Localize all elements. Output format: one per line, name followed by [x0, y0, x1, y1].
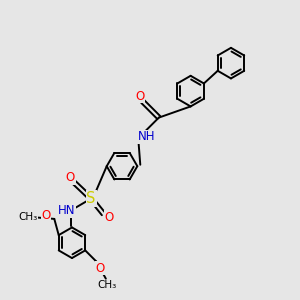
Text: O: O — [41, 209, 51, 222]
Text: S: S — [86, 191, 96, 206]
Text: O: O — [135, 90, 144, 103]
Text: O: O — [105, 211, 114, 224]
Text: NH: NH — [138, 130, 155, 143]
Text: O: O — [66, 172, 75, 184]
Text: CH₃: CH₃ — [19, 212, 38, 222]
Text: HN: HN — [58, 205, 76, 218]
Text: O: O — [95, 262, 105, 275]
Text: CH₃: CH₃ — [98, 280, 117, 290]
